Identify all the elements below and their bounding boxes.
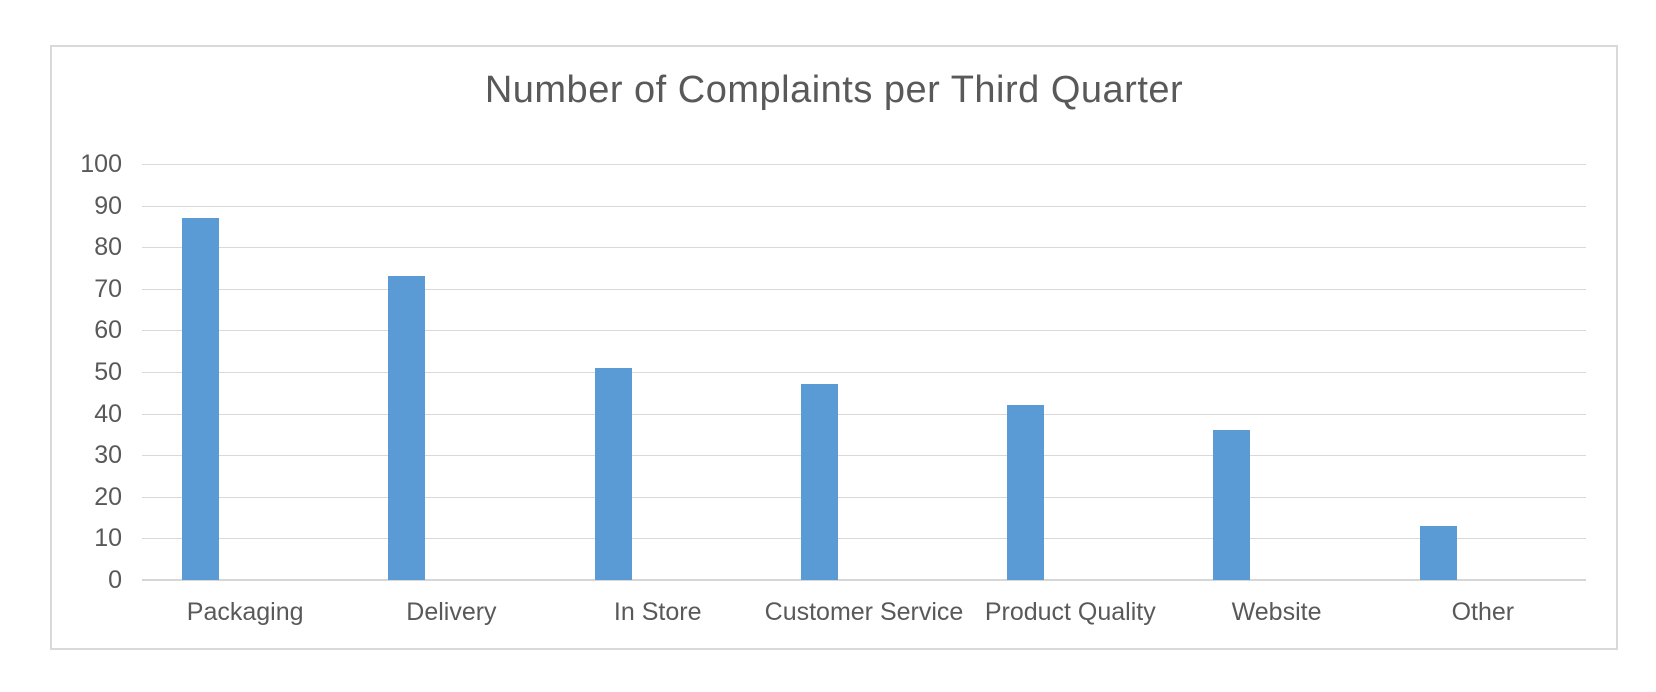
x-label-customer-service: Customer Service <box>764 598 964 626</box>
bar-website <box>1213 430 1251 580</box>
gridline-10 <box>142 538 1586 540</box>
y-tick-label-50: 50 <box>94 358 122 386</box>
gridline-50 <box>142 372 1586 373</box>
y-tick-label-60: 60 <box>94 316 122 345</box>
x-label-delivery: Delivery <box>406 598 497 626</box>
bar-delivery <box>388 276 426 580</box>
bar-customer-service <box>800 384 838 580</box>
y-tick-label-70: 70 <box>94 274 122 303</box>
y-tick-label-0: 0 <box>108 566 122 594</box>
y-tick-label-30: 30 <box>94 441 122 470</box>
x-label-product-quality: Product Quality <box>984 598 1156 626</box>
gridline-70 <box>142 288 1586 290</box>
x-label-packaging: Packaging <box>186 598 304 626</box>
y-tick-label-40: 40 <box>94 399 122 428</box>
y-tick-label-100: 100 <box>80 150 122 178</box>
gridline-40 <box>142 413 1586 415</box>
bar-packaging <box>182 218 219 580</box>
chart-container: Number of Complaints per Third Quarter 0… <box>50 45 1618 650</box>
y-tick-label-20: 20 <box>94 482 122 511</box>
x-axis-line <box>142 579 1586 581</box>
x-label-in-store: In Store <box>613 598 702 626</box>
bar-in-store <box>594 367 632 580</box>
x-label-website: Website <box>1231 598 1322 626</box>
gridline-80 <box>142 247 1586 249</box>
gridline-30 <box>142 455 1586 457</box>
gridline-100 <box>142 164 1586 165</box>
chart-title: Number of Complaints per Third Quarter <box>484 69 1184 111</box>
x-axis: Packaging Delivery In Store Customer Servic… <box>142 594 1586 630</box>
y-tick-label-10: 10 <box>94 524 122 553</box>
y-tick-label-80: 80 <box>94 233 122 262</box>
bar-product-quality <box>1007 405 1045 580</box>
plot-area <box>142 164 1586 581</box>
y-tick-label-90: 90 <box>94 191 122 220</box>
bar-other <box>1419 525 1457 580</box>
gridline-60 <box>142 330 1586 332</box>
gridline-20 <box>142 496 1586 498</box>
x-label-other: Other <box>1451 598 1515 626</box>
gridline-90 <box>142 205 1586 207</box>
